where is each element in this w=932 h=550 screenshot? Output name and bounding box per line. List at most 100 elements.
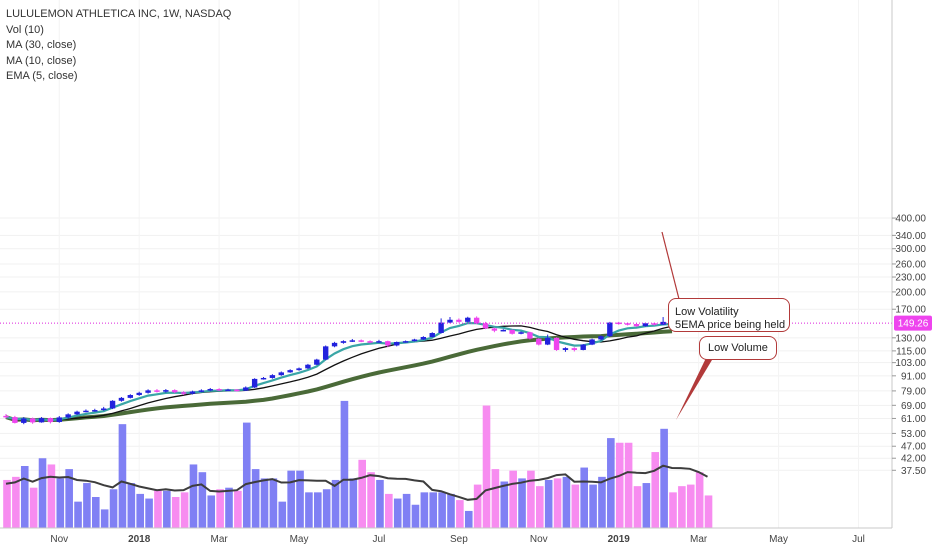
volume-bar (154, 489, 162, 528)
candle-body (154, 390, 160, 392)
candle-body (411, 339, 418, 342)
candle-body (260, 377, 267, 380)
candle (260, 377, 267, 380)
candle-body (83, 410, 89, 413)
candle-body (296, 368, 302, 371)
candle-body (509, 329, 515, 334)
candle (172, 389, 178, 394)
time-axis[interactable]: Nov 2018 Mar May Jul Sep Nov 2019 Mar May Jul (50, 534, 864, 545)
ma10-line (5, 325, 673, 421)
candle-body (562, 348, 569, 350)
candle (127, 394, 134, 399)
candle (331, 341, 338, 348)
candle-body (553, 337, 560, 350)
volume-bar (669, 492, 677, 528)
volume-bar (482, 405, 491, 528)
volume-bar (624, 442, 633, 528)
price-tick-label: 42.00 (901, 454, 926, 465)
price-tick-label: 260.00 (895, 259, 926, 270)
candle-body (518, 332, 524, 334)
candle (154, 389, 160, 393)
candle-body (127, 395, 134, 398)
time-tick-label: Mar (211, 534, 229, 545)
candle-body (624, 323, 631, 325)
volume-bar (651, 452, 660, 528)
candle-body (47, 418, 54, 423)
candle (589, 338, 595, 346)
candle-body (633, 324, 640, 327)
volume-bar (251, 469, 260, 528)
candle (47, 417, 54, 424)
candle (376, 339, 382, 343)
price-tick-label: 37.50 (901, 466, 926, 477)
time-tick-label: Nov (530, 534, 548, 545)
volume-bar (171, 497, 180, 528)
candle (29, 417, 36, 424)
volume-bar (420, 492, 429, 528)
candle-body (3, 415, 9, 418)
candle-body (527, 332, 533, 339)
low-volatility-callout: Low Volatility 5EMA price being held (668, 298, 790, 332)
candle (118, 397, 125, 402)
candle-body (189, 391, 196, 394)
candle (660, 317, 666, 326)
candle-body (394, 342, 400, 346)
time-tick-label: Jul (852, 534, 865, 545)
low-volume-callout: Low Volume (699, 336, 777, 360)
time-tick-label: May (290, 534, 309, 545)
candle (251, 378, 258, 388)
volume-bar (340, 400, 349, 528)
price-axis[interactable]: 400.00 340.00 300.00 260.00 230.00 200.00 170.… (892, 214, 926, 477)
candle-body (163, 390, 169, 392)
volume-bar (615, 442, 624, 528)
candle (225, 388, 231, 392)
candle (305, 363, 311, 370)
callout-line-1: Low Volatility (675, 306, 739, 318)
candle (420, 336, 427, 340)
candle-body (172, 390, 178, 393)
candle-body (180, 392, 187, 394)
price-tick-label: 103.00 (895, 358, 926, 369)
volume-bar (189, 464, 198, 528)
candle-body (225, 389, 231, 392)
candle-body (216, 389, 222, 391)
volume-bar (163, 490, 171, 528)
candle-body (92, 410, 98, 412)
candle-body (305, 364, 311, 369)
candle-body (438, 322, 444, 334)
volume-bar (145, 498, 153, 528)
candle-body (314, 359, 320, 365)
candle-body (198, 390, 205, 392)
volume-bar (47, 464, 56, 528)
candle-body (322, 346, 329, 360)
volume-bar (385, 493, 393, 528)
candle-body (456, 319, 462, 322)
candle-body (12, 417, 18, 423)
volume-bar (518, 478, 526, 528)
volume-bar (269, 478, 278, 528)
candle-body (74, 411, 80, 415)
volume-bar (331, 479, 340, 528)
legend-vol: Vol (10) (6, 23, 44, 36)
price-tick-label: 300.00 (895, 244, 926, 255)
volume-bar (704, 495, 713, 528)
candle-body (385, 341, 391, 346)
candle-body (243, 387, 249, 391)
time-tick-label: Sep (450, 534, 468, 545)
volume-bar (447, 493, 455, 528)
candle (358, 339, 364, 343)
price-tick-label: 170.00 (895, 305, 926, 316)
candle-body (571, 348, 578, 350)
candle-body (482, 323, 489, 329)
candle (465, 316, 471, 323)
candle (243, 386, 249, 391)
candle (633, 323, 640, 327)
candle (607, 321, 613, 338)
volume-bar (100, 509, 109, 528)
candle (536, 338, 542, 346)
candle-body (349, 340, 356, 342)
callout-arrows (661, 231, 712, 420)
candle-body (207, 389, 213, 391)
volume-bar (536, 486, 544, 528)
